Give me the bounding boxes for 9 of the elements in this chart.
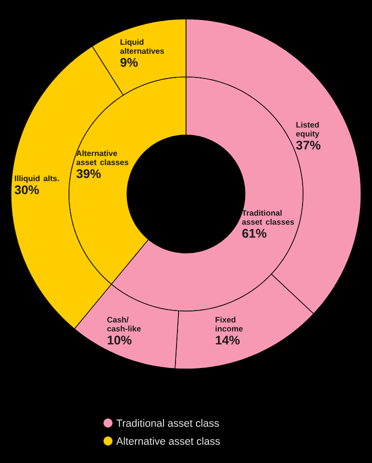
category-label: Traditional asset class [116,419,219,427]
data-label: 37% [296,140,320,150]
data-label: 30% [14,185,39,194]
data-label: 61% [242,228,266,238]
data-label: 9% [120,58,138,67]
data-label: 10% [108,336,132,344]
category-label: Alternative asset class [116,437,220,445]
data-label: 39% [76,169,101,178]
data-label: 14% [216,336,240,344]
